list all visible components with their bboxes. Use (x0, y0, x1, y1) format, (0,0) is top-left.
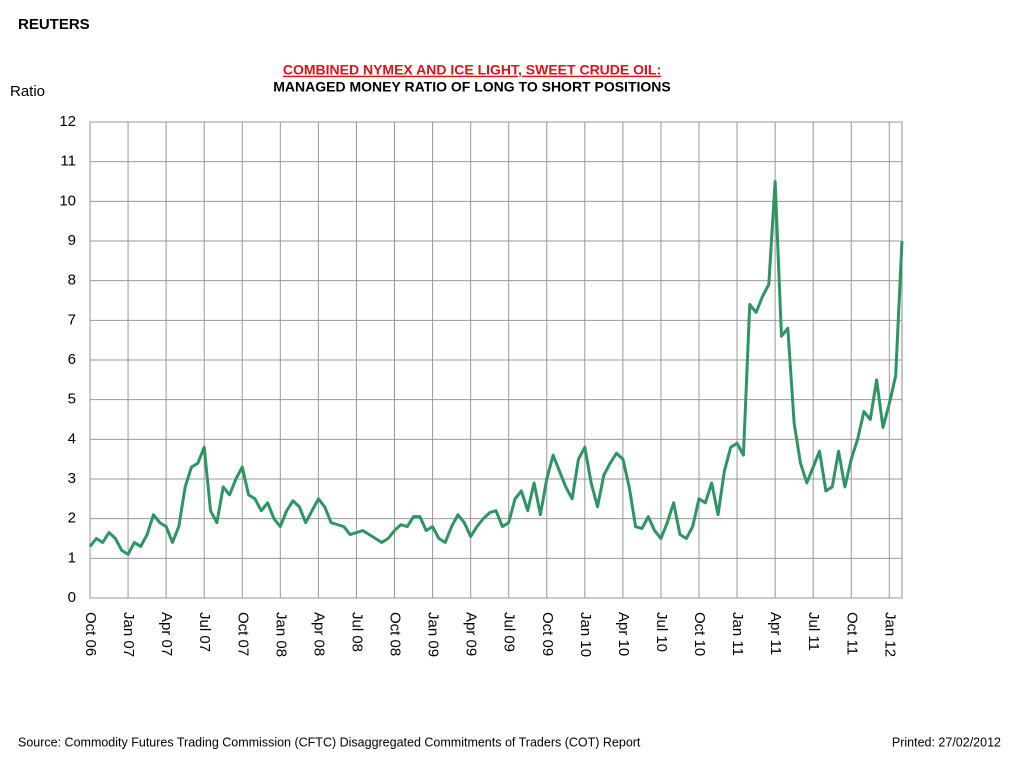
x-tick-label: Jul 09 (501, 612, 518, 652)
x-tick-label: Jan 10 (577, 612, 594, 657)
x-tick-label: Apr 11 (767, 612, 784, 655)
y-tick-label: 4 (68, 430, 76, 447)
x-tick-label: Oct 07 (234, 612, 251, 656)
y-tick-label: 1 (68, 549, 76, 566)
y-tick-label: 5 (68, 391, 76, 408)
y-axis-label: Ratio (10, 83, 45, 100)
x-tick-label: Jan 12 (881, 612, 898, 657)
source: Source: Commodity Futures Trading Commis… (18, 735, 641, 749)
y-tick-label: 10 (59, 192, 76, 209)
y-tick-label: 6 (68, 351, 76, 368)
printed-date: Printed: 27/02/2012 (892, 735, 1001, 749)
data-line (88, 180, 904, 556)
x-tick-label: Oct 11 (843, 612, 860, 655)
x-tick-label: Oct 09 (539, 612, 556, 656)
x-tick-label: Apr 10 (615, 612, 632, 656)
brand: REUTERS (18, 16, 90, 33)
x-tick-label: Jan 09 (425, 612, 442, 657)
x-tick-label: Apr 09 (463, 612, 480, 656)
chart-title: COMBINED NYMEX AND ICE LIGHT, SWEET CRUD… (283, 62, 661, 78)
x-tick-label: Jan 11 (729, 612, 746, 656)
y-tick-label: 7 (68, 311, 76, 328)
x-tick-label: Oct 08 (387, 612, 404, 656)
y-tick-label: 3 (68, 470, 76, 487)
y-tick-label: 11 (60, 153, 76, 170)
x-tick-label: Jan 07 (120, 612, 137, 657)
y-tick-label: 12 (59, 113, 76, 130)
x-tick-label: Jul 10 (653, 612, 670, 652)
y-tick-label: 9 (68, 232, 76, 249)
x-tick-label: Oct 06 (82, 612, 99, 656)
chart-subtitle: MANAGED MONEY RATIO OF LONG TO SHORT POS… (273, 79, 670, 95)
x-tick-label: Oct 10 (691, 612, 708, 656)
y-tick-label: 0 (68, 589, 76, 606)
y-tick-label: 2 (68, 510, 76, 527)
x-tick-label: Apr 07 (158, 612, 175, 656)
x-tick-label: Jul 11 (805, 612, 822, 651)
x-tick-label: Jul 08 (348, 612, 365, 652)
x-tick-label: Jan 08 (272, 612, 289, 657)
x-tick-label: Jul 07 (196, 612, 213, 652)
y-tick-label: 8 (68, 272, 76, 289)
x-tick-label: Apr 08 (310, 612, 327, 656)
